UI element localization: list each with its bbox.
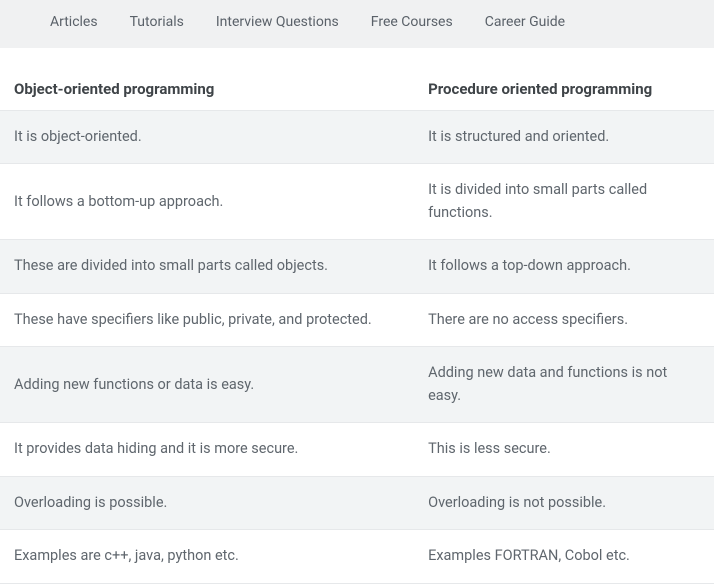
table-row: It provides data hiding and it is more s… bbox=[0, 423, 714, 476]
table-row: These have specifiers like public, priva… bbox=[0, 293, 714, 346]
table-cell: It follows a bottom-up approach. bbox=[0, 164, 414, 240]
table-cell: There are no access specifiers. bbox=[414, 293, 714, 346]
table-row: Overloading is possible. Overloading is … bbox=[0, 476, 714, 529]
table-row: Adding new functions or data is easy. Ad… bbox=[0, 347, 714, 423]
nav-item-articles[interactable]: Articles bbox=[48, 10, 100, 34]
table-header-row: Object-oriented programming Procedure or… bbox=[0, 68, 714, 111]
table-cell: Overloading is possible. bbox=[0, 476, 414, 529]
table-header-oop: Object-oriented programming bbox=[0, 68, 414, 111]
table-cell: Adding new data and functions is not eas… bbox=[414, 347, 714, 423]
table-row: Examples are c++, java, python etc. Exam… bbox=[0, 530, 714, 583]
table-cell: Examples are c++, java, python etc. bbox=[0, 530, 414, 583]
comparison-table: Object-oriented programming Procedure or… bbox=[0, 68, 714, 584]
nav-item-interview-questions[interactable]: Interview Questions bbox=[214, 10, 341, 34]
table-cell: Overloading is not possible. bbox=[414, 476, 714, 529]
table-cell: It is divided into small parts called fu… bbox=[414, 164, 714, 240]
nav-item-tutorials[interactable]: Tutorials bbox=[128, 10, 186, 34]
table-cell: It provides data hiding and it is more s… bbox=[0, 423, 414, 476]
table-header-pop: Procedure oriented programming bbox=[414, 68, 714, 111]
table-cell: These have specifiers like public, priva… bbox=[0, 293, 414, 346]
top-nav: Articles Tutorials Interview Questions F… bbox=[0, 0, 714, 48]
table-row: It follows a bottom-up approach. It is d… bbox=[0, 164, 714, 240]
table-cell: It follows a top-down approach. bbox=[414, 240, 714, 293]
table-cell: It is object-oriented. bbox=[0, 111, 414, 164]
table-row: It is object-oriented. It is structured … bbox=[0, 111, 714, 164]
table-cell: These are divided into small parts calle… bbox=[0, 240, 414, 293]
table-cell: This is less secure. bbox=[414, 423, 714, 476]
table-cell: Examples FORTRAN, Cobol etc. bbox=[414, 530, 714, 583]
nav-item-career-guide[interactable]: Career Guide bbox=[483, 10, 567, 34]
nav-item-free-courses[interactable]: Free Courses bbox=[369, 10, 455, 34]
table-cell: It is structured and oriented. bbox=[414, 111, 714, 164]
table-row: These are divided into small parts calle… bbox=[0, 240, 714, 293]
table-cell: Adding new functions or data is easy. bbox=[0, 347, 414, 423]
